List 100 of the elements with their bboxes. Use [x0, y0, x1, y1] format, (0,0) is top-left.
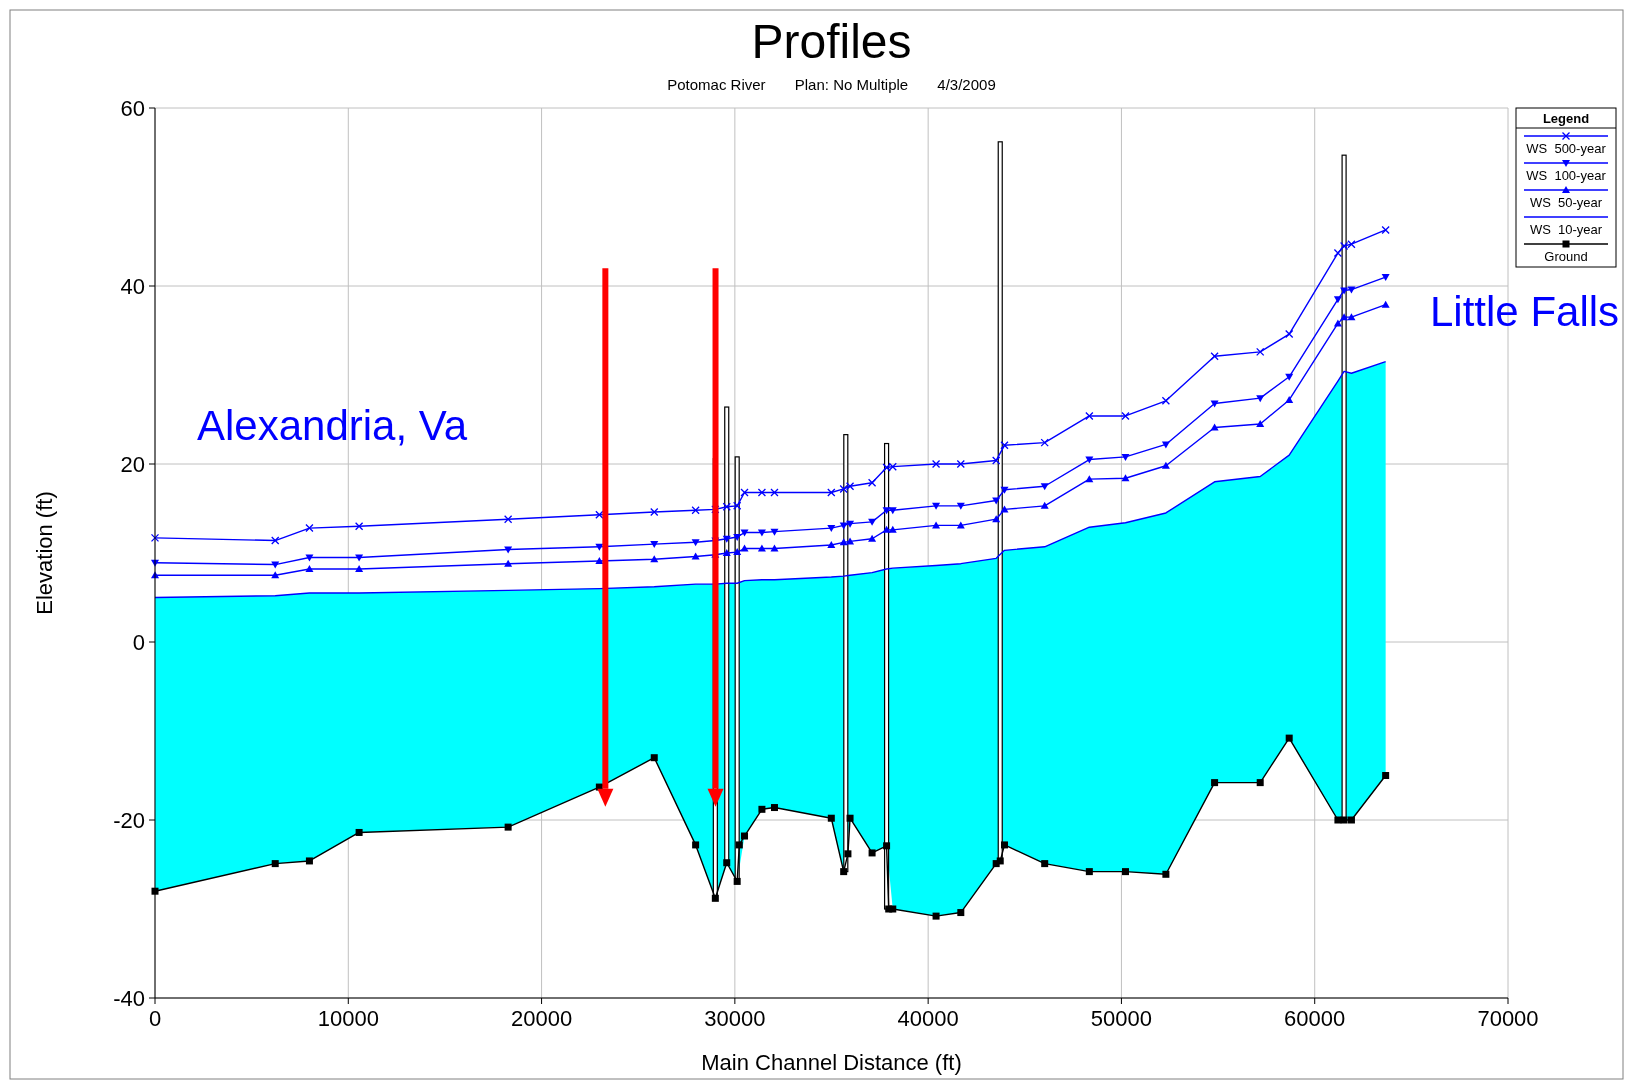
- point: [595, 510, 604, 519]
- point: [1121, 474, 1130, 482]
- point: [1381, 274, 1390, 282]
- point: [504, 546, 513, 554]
- point: [827, 488, 836, 497]
- point: [868, 518, 877, 526]
- point: [846, 814, 854, 822]
- point: [1256, 779, 1264, 787]
- point: [757, 488, 767, 497]
- point: [1256, 347, 1265, 357]
- legend-label: WS 50-year: [1529, 195, 1603, 210]
- point: [757, 544, 766, 552]
- point: [722, 502, 731, 511]
- point: [932, 502, 941, 510]
- point: [733, 877, 741, 885]
- point: [692, 841, 700, 849]
- point: [1040, 501, 1049, 509]
- point: [1040, 483, 1049, 491]
- point: [1347, 816, 1355, 824]
- point: [1040, 438, 1049, 447]
- text: WS 10-year: [1529, 222, 1603, 237]
- annotation: Alexandria, Va: [197, 402, 468, 449]
- point: [992, 456, 1001, 465]
- legend-label: WS 100-year: [1526, 168, 1607, 183]
- point: [305, 523, 314, 533]
- point: [770, 804, 778, 812]
- y-tick-label: -40: [113, 986, 145, 1011]
- point: [355, 565, 364, 573]
- point: [956, 459, 965, 469]
- point: [271, 860, 279, 868]
- x-tick-label: 60000: [1284, 1006, 1346, 1031]
- point: [1381, 225, 1390, 235]
- y-tick-label: 20: [120, 452, 145, 477]
- point: [150, 533, 160, 543]
- point: [1161, 441, 1170, 449]
- point: [888, 507, 897, 515]
- point: [1000, 441, 1009, 450]
- point: [650, 754, 658, 762]
- point: [735, 841, 743, 849]
- point: [827, 814, 835, 822]
- point: [1041, 860, 1049, 868]
- point: [1085, 475, 1094, 483]
- point: [503, 515, 513, 524]
- point: [1121, 411, 1130, 421]
- point: [844, 850, 852, 858]
- point: [1256, 419, 1265, 427]
- point: [691, 552, 700, 560]
- point: [827, 525, 836, 533]
- point: [1210, 400, 1219, 408]
- x-tick-label: 0: [148, 1006, 162, 1031]
- point: [650, 555, 659, 563]
- point: [1285, 395, 1294, 403]
- x-tick-label: 10000: [317, 1006, 379, 1031]
- point: [1333, 296, 1342, 304]
- point: [770, 544, 779, 552]
- point: [889, 905, 897, 913]
- point: [650, 507, 659, 517]
- y-axis-title: Elevation (ft): [32, 491, 57, 615]
- point: [722, 549, 731, 556]
- point: [840, 868, 848, 876]
- point: [1340, 313, 1349, 321]
- point: [355, 828, 363, 836]
- point: [595, 543, 604, 551]
- point: [355, 554, 364, 562]
- point: [868, 849, 876, 857]
- x-tick-label: 20000: [510, 1006, 573, 1031]
- point: [1347, 313, 1356, 321]
- point: [1000, 841, 1008, 849]
- point: [305, 554, 314, 562]
- point: [827, 540, 836, 548]
- point: [1161, 461, 1170, 469]
- point: [868, 534, 877, 542]
- point: [691, 539, 700, 547]
- chart-title: Profiles: [751, 15, 912, 68]
- point: [758, 805, 766, 813]
- point: [711, 894, 719, 902]
- point: [595, 557, 604, 565]
- point: [740, 488, 749, 497]
- point: [867, 478, 877, 487]
- point: [733, 548, 742, 556]
- line-series: [154, 360, 1387, 599]
- point: [271, 571, 280, 579]
- point: [305, 565, 314, 573]
- point: [1210, 352, 1219, 361]
- point: [883, 842, 891, 850]
- legend-label: Ground: [1544, 249, 1588, 264]
- legend-label: WS 500-year: [1526, 141, 1607, 156]
- y-tick-label: 40: [120, 274, 145, 299]
- y-tick-label: -20: [113, 808, 145, 833]
- point: [932, 912, 940, 920]
- point: [271, 536, 280, 545]
- y-tick-label: 0: [132, 630, 145, 655]
- point: [1000, 486, 1009, 494]
- point: [504, 823, 512, 831]
- point: [956, 502, 965, 510]
- point: [504, 559, 513, 567]
- legend-title: Legend: [1542, 111, 1590, 126]
- point: [1211, 779, 1219, 787]
- point: [650, 541, 659, 549]
- point: [1285, 329, 1294, 339]
